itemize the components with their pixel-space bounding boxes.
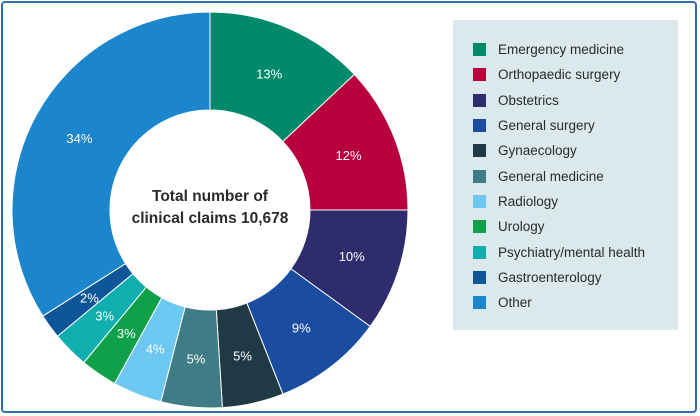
center-total-label: Total number of clinical claims 10,678 xyxy=(110,186,310,230)
donut-slices xyxy=(11,11,409,409)
legend-label: Urology xyxy=(498,219,545,235)
slice-label-other: 34% xyxy=(66,131,92,146)
slice-label-emergency-medicine: 13% xyxy=(256,66,282,81)
legend-label: General medicine xyxy=(498,168,604,184)
legend-item-psychiatry-mental-health: Psychiatry/mental health xyxy=(473,239,678,264)
legend-item-general-surgery: General surgery xyxy=(473,113,678,138)
legend-swatch xyxy=(473,194,486,208)
slice-label-gastroenterology: 2% xyxy=(80,291,99,306)
donut-chart: 13% 12% 10% 9% 5% 5% 4% 3%3% 2% 34% xyxy=(11,11,409,409)
legend-label: Orthopaedic surgery xyxy=(498,67,621,83)
legend-label: Gynaecology xyxy=(498,143,577,159)
legend-item-obstetrics: Obstetrics xyxy=(473,88,678,113)
legend-label: General surgery xyxy=(498,118,595,134)
legend-swatch xyxy=(473,119,486,133)
legend-item-gastroenterology: Gastroenterology xyxy=(473,265,678,290)
legend-label: Emergency medicine xyxy=(498,42,625,58)
legend-label: Radiology xyxy=(498,193,559,209)
slice-label-gynaecology: 5% xyxy=(233,348,252,363)
legend-swatch xyxy=(473,245,486,259)
slice-label-obstetrics: 10% xyxy=(339,249,365,264)
legend-swatch xyxy=(473,270,486,284)
slice-label-urology: 3% xyxy=(117,326,136,341)
legend-swatch xyxy=(473,169,486,183)
center-text-line-1: Total number of xyxy=(152,188,268,205)
legend-item-general-medicine: General medicine xyxy=(473,163,678,188)
legend-item-gynaecology: Gynaecology xyxy=(473,138,678,163)
legend-label: Other xyxy=(498,295,532,311)
slice-label-radiology: 4% xyxy=(146,342,165,357)
legend-item-radiology: Radiology xyxy=(473,189,678,214)
donut-slice-labels: 13% 12% 10% 9% 5% 5% 4% 3%3% 2% 34% xyxy=(66,66,365,366)
legend-label: Gastroenterology xyxy=(498,269,602,285)
legend-swatch xyxy=(473,144,486,158)
legend-item-other: Other xyxy=(473,290,678,315)
legend-label: Obstetrics xyxy=(498,92,559,108)
legend-swatch xyxy=(473,68,486,82)
legend-swatch xyxy=(473,43,486,57)
legend: Emergency medicine Orthopaedic surgery Obs… xyxy=(453,20,678,330)
center-text-line-2: clinical claims 10,678 xyxy=(131,210,289,227)
donut-slice-other xyxy=(11,11,211,317)
slice-label-psychiatry-mental-health: 3% xyxy=(95,308,114,323)
legend-swatch xyxy=(473,93,486,107)
legend-swatch xyxy=(473,220,486,234)
slice-label-orthopaedic-surgery: 12% xyxy=(336,148,362,163)
legend-item-urology: Urology xyxy=(473,214,678,239)
slice-label-general-medicine: 5% xyxy=(187,351,206,366)
legend-swatch xyxy=(473,296,486,310)
legend-label: Psychiatry/mental health xyxy=(498,244,646,260)
slice-label-general-surgery: 9% xyxy=(292,321,311,336)
legend-item-orthopaedic-surgery: Orthopaedic surgery xyxy=(473,62,678,87)
legend-item-emergency-medicine: Emergency medicine xyxy=(473,37,678,62)
